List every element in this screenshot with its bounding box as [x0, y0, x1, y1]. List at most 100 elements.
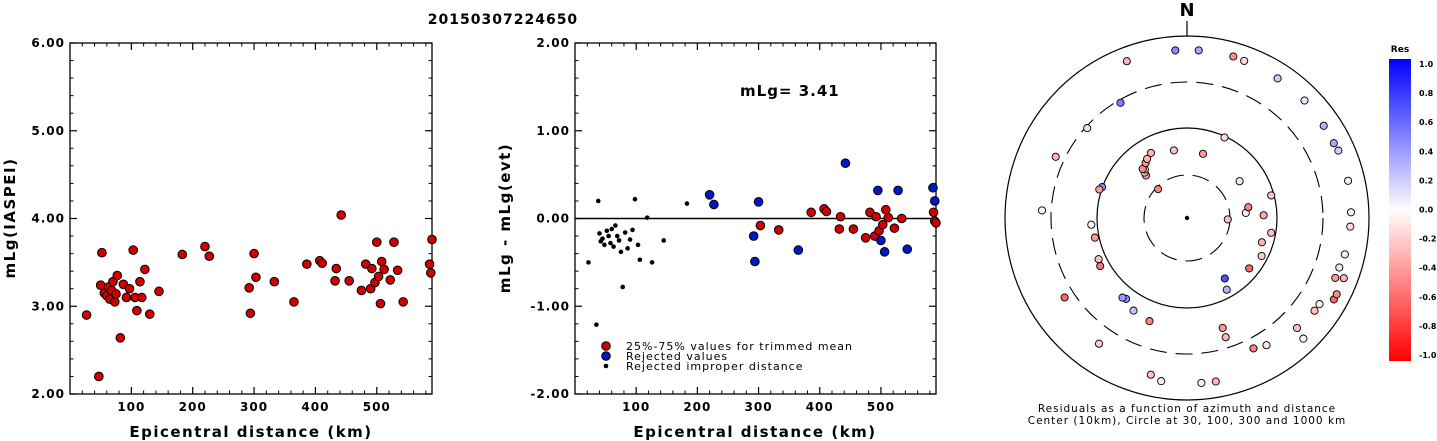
ring-300km	[1050, 81, 1324, 355]
station-residual-point	[1240, 56, 1249, 65]
station-residual-point	[1334, 146, 1343, 155]
x-tick-label: 100	[117, 400, 145, 414]
station-residual-point	[1229, 52, 1238, 61]
station-residual-point	[1235, 177, 1244, 186]
data-point	[371, 237, 382, 247]
station-residual-point	[1094, 255, 1103, 264]
station-residual-point	[1244, 203, 1253, 212]
panel-mlg-iaspei: 100 200 300 400 500 2.00 3.00 4.00 5.00 6.00 Epic…	[1, 36, 437, 441]
station-residual-point	[1171, 46, 1180, 55]
improper-point	[600, 236, 605, 241]
station-residual-point	[1220, 274, 1229, 283]
trimmed-point	[848, 224, 859, 234]
trimmed-point	[834, 224, 845, 234]
trimmed-point	[896, 213, 907, 224]
data-point	[379, 264, 389, 275]
trimmed-point	[806, 207, 816, 218]
x-tick-label: 300	[745, 400, 773, 414]
data-point	[200, 241, 210, 252]
ticks-2: 100 200 300 400 500 -2.00 -1.00 0.00 1.00 2.00	[530, 36, 936, 414]
x-tick-label: 200	[683, 400, 711, 414]
y-tick-label: -1.00	[530, 299, 570, 313]
station-residual-point	[1329, 139, 1338, 148]
mlg-annotation: mLg= 3.41	[740, 82, 840, 100]
station-residual-point	[1257, 238, 1266, 247]
improper-point	[632, 196, 638, 202]
improper-point	[616, 238, 622, 243]
improper-point	[602, 242, 607, 248]
data-point	[302, 259, 312, 269]
panel-polar: N Residuals as a function of azimuth and…	[1004, 0, 1370, 427]
center-dot	[1184, 215, 1190, 221]
station-residual-point	[1332, 290, 1341, 299]
station-residual-point	[1051, 152, 1060, 161]
station-residual-point	[1116, 98, 1125, 107]
y-axis-label-2: mLg - mLg(evt)	[496, 143, 514, 293]
data-point	[124, 283, 135, 294]
data-point	[367, 263, 377, 274]
data-point	[425, 268, 436, 278]
colorbar: Res 1.0 0.8 0.6 0.4 0.2 0.0 -0.2 -0.4 -0.6 -0.8 -1…	[1389, 45, 1437, 361]
station-residual-point	[1222, 285, 1231, 294]
station-residual-point	[1300, 96, 1309, 105]
legend-marker-rejected	[601, 351, 611, 361]
data-point	[398, 297, 408, 307]
points-2	[586, 158, 941, 327]
data-point	[132, 305, 142, 316]
station-residual-point	[1157, 377, 1166, 386]
colorbar-tick-label: -0.2	[1419, 235, 1437, 244]
station-residual-point	[1273, 74, 1282, 83]
legend-label-rejected: Rejected values	[626, 350, 728, 363]
trimmed-point	[877, 219, 888, 230]
improper-point	[586, 260, 591, 265]
improper-point	[604, 228, 610, 234]
data-point	[128, 245, 138, 255]
y-tick-label: 0.00	[536, 212, 570, 226]
improper-point	[635, 242, 641, 248]
y-tick-label: 6.00	[31, 36, 65, 50]
improper-point	[661, 238, 667, 243]
data-point	[121, 292, 132, 303]
data-point	[140, 264, 150, 275]
station-residual-point	[1197, 378, 1206, 387]
plot-frame-1	[69, 42, 433, 395]
x-axis-label-2: Epicentral distance (km)	[633, 423, 876, 441]
station-residual-point	[1146, 370, 1155, 379]
data-point	[135, 276, 145, 287]
station-residual-point	[1267, 191, 1276, 200]
rejected-point	[879, 247, 890, 257]
data-point	[136, 292, 147, 303]
data-point	[376, 256, 387, 267]
data-point	[385, 275, 396, 285]
station-residual-point	[1245, 264, 1254, 273]
figure-title: 20150307224650	[428, 12, 578, 28]
trimmed-point	[871, 211, 881, 222]
station-residual-point	[1095, 185, 1104, 194]
improper-point	[597, 231, 602, 236]
data-point	[356, 285, 367, 296]
data-point	[177, 249, 188, 260]
trimmed-point	[889, 223, 900, 233]
data-point	[344, 276, 354, 286]
colorbar-tick-label: 0.6	[1419, 118, 1434, 127]
improper-point	[627, 237, 633, 242]
improper-point	[618, 249, 624, 255]
station-residual-point	[1198, 149, 1208, 158]
data-point	[375, 298, 386, 309]
station-residual-point	[1257, 251, 1266, 261]
station-residual-point	[1344, 176, 1353, 185]
colorbar-tick-label: -0.4	[1419, 264, 1437, 273]
data-point	[94, 371, 104, 382]
x-tick-label: 400	[301, 400, 329, 414]
station-residual-point	[1346, 208, 1356, 217]
y-tick-label: 2.00	[31, 387, 65, 401]
panel-residuals: 100 200 300 400 500 -2.00 -1.00 0.00 1.00 2.00 mL…	[496, 36, 941, 441]
improper-point	[606, 233, 611, 239]
improper-point	[644, 215, 650, 220]
data-point	[81, 310, 92, 320]
y-tick-label: 5.00	[31, 124, 65, 138]
improper-point	[637, 257, 643, 263]
data-point	[245, 308, 256, 319]
data-point	[331, 263, 342, 274]
colorbar-tick-label: 0.2	[1419, 176, 1433, 185]
